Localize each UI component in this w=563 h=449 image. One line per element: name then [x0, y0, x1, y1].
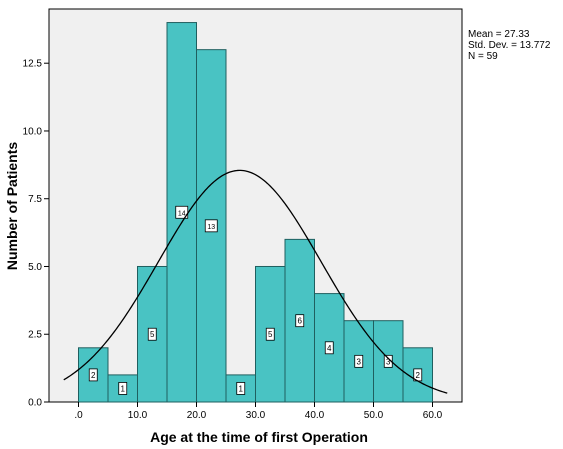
bar-data-label-box [118, 382, 128, 395]
x-tick-label: 30.0 [246, 410, 266, 421]
bar-data-label-box [204, 219, 218, 233]
x-tick-label: 20.0 [187, 410, 207, 421]
stats-box: Mean = 27.33 Std. Dev. = 13.772 N = 59 [468, 29, 550, 62]
x-tick-label: 40.0 [305, 410, 325, 421]
bar-data-label-box [265, 327, 275, 341]
y-tick-label: 5.0 [28, 262, 42, 273]
bar-data-label: 2 [416, 371, 421, 380]
y-tick-label: 10.0 [23, 126, 43, 137]
bar-data-label-box [324, 341, 334, 355]
bar-data-label: 4 [327, 344, 332, 353]
bar-data-label: 5 [150, 330, 155, 339]
x-tick-label: 60.0 [423, 410, 443, 421]
y-tick-label: 0.0 [28, 398, 42, 409]
x-tick-label: .0 [74, 410, 83, 421]
axes: .0 10.0 20.0 30.0 40.0 50.0 60.0 0.0 2.5 5.0 7.5 10… [23, 59, 443, 421]
bar-data-label: 3 [357, 357, 362, 366]
y-tick-label: 2.5 [28, 330, 42, 341]
x-axis-title: Age at the time of first Operation [150, 429, 368, 445]
stats-mean: Mean = 27.33 [468, 29, 530, 40]
stats-std-dev: Std. Dev. = 13.772 [468, 40, 551, 51]
y-tick-label: 7.5 [28, 194, 42, 205]
bar-data-label-box [354, 354, 364, 368]
bar-data-label-box [236, 382, 246, 395]
bar-data-label-box [147, 327, 157, 341]
x-tick-label: 10.0 [128, 410, 148, 421]
histogram-bar [255, 265, 286, 403]
bar-data-label: 5 [268, 330, 273, 339]
y-axis-title: Number of Patients [4, 142, 20, 271]
bar-data-label: 3 [386, 357, 391, 366]
bar-data-label: 2 [91, 371, 96, 380]
normal-curve [63, 169, 448, 394]
x-tick-label: 50.0 [364, 410, 384, 421]
bars-layer [78, 22, 433, 403]
bar-data-label: 14 [178, 210, 186, 217]
bar-data-label: 13 [207, 224, 215, 231]
bar-data-label: 6 [298, 317, 303, 326]
y-tick-label: 12.5 [23, 59, 43, 70]
bar-data-label-box [88, 368, 98, 382]
bar-data-label: 1 [121, 384, 126, 393]
bar-data-label-box [295, 314, 305, 328]
stats-n: N = 59 [468, 51, 498, 62]
bar-data-label: 1 [239, 384, 244, 393]
